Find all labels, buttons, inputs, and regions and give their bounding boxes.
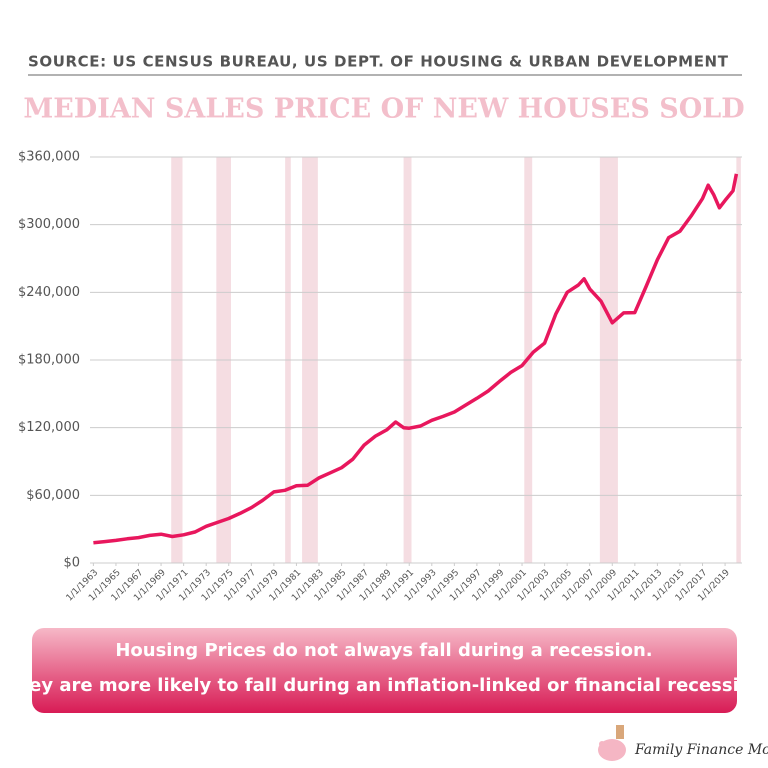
note-line: They are more likely to fall during an i… (4, 675, 764, 696)
y-tick-label: $300,000 (18, 217, 80, 232)
price-line (93, 173, 739, 545)
y-tick-label: $60,000 (26, 488, 80, 503)
source: SOURCE: US CENSUS BUREAU, US DEPT. OF HO… (28, 53, 729, 71)
note-banner (32, 628, 737, 713)
note-line: Housing Prices do not always fall during… (115, 640, 652, 661)
chart-title: MEDIAN SALES PRICE OF NEW HOUSES SOLD (23, 94, 744, 125)
y-tick-label: $120,000 (18, 420, 80, 435)
brand: Family Finance Mom (634, 742, 768, 758)
y-tick-label: $180,000 (18, 353, 80, 368)
logo-icon (598, 725, 626, 761)
y-tick-label: $0 (63, 556, 80, 571)
y-tick-label: $240,000 (18, 285, 80, 300)
y-tick-label: $360,000 (18, 150, 80, 165)
plot: $0 $60,000 $120,000 $180,000 $240,000 $300,00… (18, 150, 742, 603)
